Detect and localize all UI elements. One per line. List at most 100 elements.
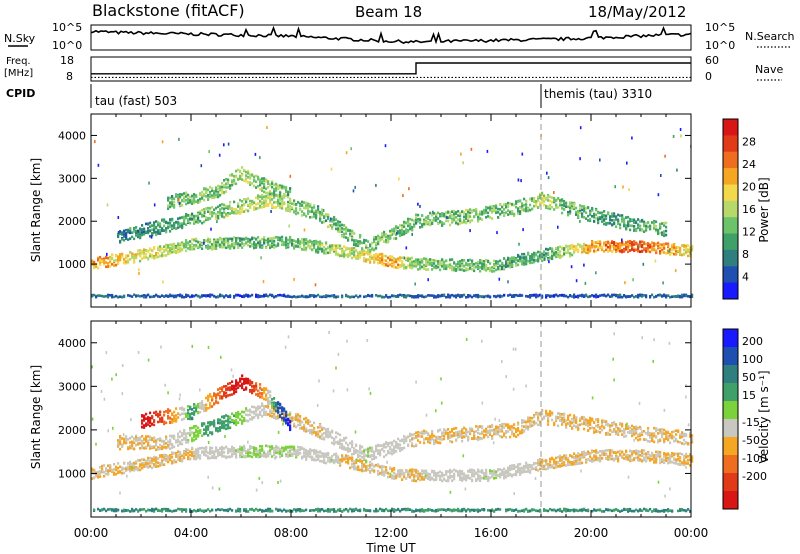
data-cell <box>147 459 150 462</box>
data-cell <box>423 471 426 475</box>
data-cell <box>497 266 500 269</box>
data-cell <box>271 445 274 448</box>
data-cell <box>485 211 488 214</box>
data-cell <box>345 246 348 250</box>
data-cell <box>349 247 352 250</box>
data-cell <box>517 209 520 212</box>
data-cell <box>219 243 222 246</box>
data-cell <box>461 295 464 298</box>
data-cell <box>329 460 332 464</box>
colorbar-swatch-0 <box>723 119 738 136</box>
data-cell <box>275 189 278 192</box>
data-cell <box>685 247 688 250</box>
data-cell <box>443 473 446 477</box>
power-colorbar-tick-4: 20 <box>742 181 756 194</box>
data-cell <box>279 447 282 451</box>
data-cell <box>357 295 360 299</box>
data-cell <box>491 270 494 273</box>
data-cell <box>197 453 200 457</box>
data-cell <box>273 447 276 450</box>
data-cell <box>271 455 274 458</box>
data-cell <box>283 294 286 298</box>
data-cell <box>115 472 118 476</box>
data-cell <box>541 259 544 263</box>
data-cell <box>347 252 350 256</box>
data-cell <box>395 258 398 261</box>
data-cell <box>657 293 660 297</box>
data-cell <box>389 467 392 470</box>
data-cell <box>261 193 264 197</box>
data-cell <box>379 238 382 241</box>
data-cell <box>451 214 454 217</box>
scatter-cell <box>178 137 180 141</box>
data-cell <box>583 205 586 208</box>
data-cell <box>415 258 418 261</box>
data-cell <box>397 469 400 472</box>
data-cell <box>269 237 272 240</box>
data-cell <box>423 295 426 299</box>
scatter-cell <box>579 219 581 223</box>
data-cell <box>397 472 400 476</box>
data-cell <box>319 455 322 458</box>
data-cell <box>147 230 150 233</box>
data-cell <box>675 295 678 298</box>
data-cell <box>455 211 458 214</box>
data-cell <box>215 238 218 242</box>
data-cell <box>133 258 136 262</box>
data-cell <box>155 230 158 234</box>
data-cell <box>449 211 452 214</box>
data-cell <box>411 264 414 267</box>
data-cell <box>485 216 488 219</box>
data-cell <box>421 261 424 264</box>
data-cell <box>153 255 156 258</box>
data-cell <box>307 451 310 455</box>
data-cell <box>223 203 226 207</box>
data-cell <box>619 293 622 297</box>
data-cell <box>643 241 646 244</box>
data-cell <box>335 246 338 250</box>
data-cell <box>385 240 388 244</box>
data-cell <box>555 255 558 259</box>
data-cell <box>509 293 512 297</box>
data-cell <box>317 450 320 454</box>
data-cell <box>373 240 376 243</box>
data-cell <box>613 245 616 248</box>
data-cell <box>285 194 288 197</box>
data-cell <box>541 296 544 299</box>
data-cell <box>257 177 260 180</box>
data-cell <box>205 189 208 192</box>
data-cell <box>163 229 166 232</box>
data-cell <box>349 232 352 236</box>
data-cell <box>201 214 204 217</box>
data-cell <box>235 242 238 246</box>
data-cell <box>351 247 354 251</box>
data-cell <box>157 223 160 227</box>
data-cell <box>193 217 196 221</box>
data-cell <box>405 470 408 473</box>
data-cell <box>197 294 200 298</box>
data-cell <box>285 243 288 247</box>
data-cell <box>257 206 260 210</box>
data-cell <box>161 459 164 462</box>
data-cell <box>221 448 224 451</box>
data-cell <box>659 231 662 235</box>
data-cell <box>199 243 202 247</box>
data-cell <box>199 245 202 249</box>
data-cell <box>141 249 144 253</box>
data-cell <box>117 234 120 238</box>
data-cell <box>279 191 282 195</box>
data-cell <box>139 251 142 255</box>
data-cell <box>497 260 500 264</box>
data-cell <box>193 214 196 218</box>
data-cell <box>557 197 560 200</box>
data-cell <box>339 460 342 464</box>
scatter-cell <box>390 231 393 235</box>
data-cell <box>219 451 222 454</box>
data-cell <box>279 238 282 242</box>
scatter-cell <box>106 203 109 207</box>
data-cell <box>239 447 242 451</box>
data-cell <box>667 248 670 252</box>
sky-noise-frame <box>90 24 692 51</box>
data-cell <box>139 229 142 232</box>
data-cell <box>259 294 262 298</box>
